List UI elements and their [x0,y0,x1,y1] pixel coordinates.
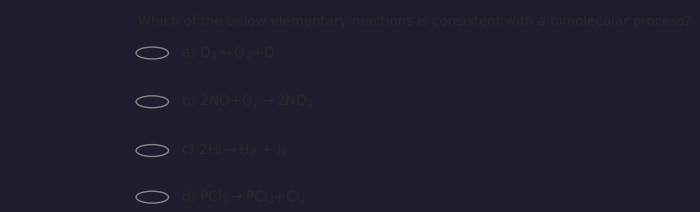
Text: Which of the below elementary reactions is consistent with a bimolecular process: Which of the below elementary reactions … [138,15,691,28]
Text: c) 2HI$\rightarrow$H$_2$ + I$_2$: c) 2HI$\rightarrow$H$_2$ + I$_2$ [181,142,288,159]
Text: d) PCl$_5$$\rightarrow$PCl$_3$+Cl$_2$: d) PCl$_5$$\rightarrow$PCl$_3$+Cl$_2$ [181,188,307,206]
Text: a) O$_3$$\rightarrow$O$_2$+O: a) O$_3$$\rightarrow$O$_2$+O [181,44,276,62]
Text: b) 2NO+O$_2$$\rightarrow$2NO$_2$: b) 2NO+O$_2$$\rightarrow$2NO$_2$ [181,93,314,110]
